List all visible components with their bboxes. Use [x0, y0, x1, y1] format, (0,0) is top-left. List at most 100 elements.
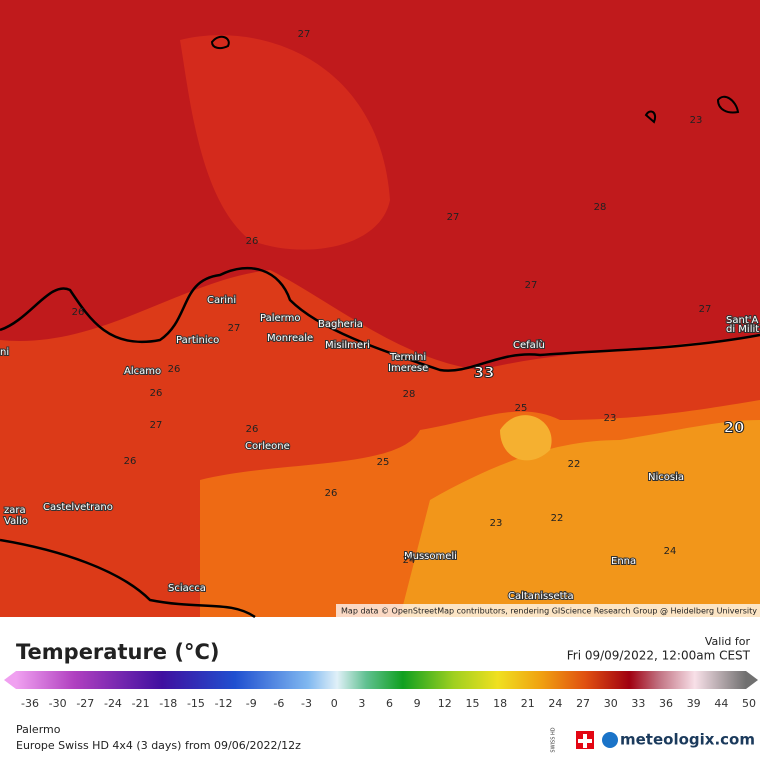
city: Monreale — [267, 333, 313, 344]
isoline-label: 26 — [72, 307, 85, 318]
city: ni — [0, 347, 9, 358]
city: zara — [4, 505, 26, 516]
colorbar-arrow — [746, 671, 758, 689]
location: Palermo — [16, 723, 61, 736]
city: Vallo — [4, 516, 28, 527]
colorbar-ticks: -36 -30 -27 -24 -21 -18 -15 -12 -9 -6 -3 0 3 6 9 12 15 18… — [21, 697, 756, 710]
city: Misilmeri — [325, 340, 370, 351]
isoline-label: 26 — [325, 488, 338, 499]
isoline-label: 27 — [525, 280, 538, 291]
colorbar-tick-label: 24 — [548, 697, 562, 710]
city-labels: Carini Palermo Bagheria Partinico Monrea… — [0, 294, 760, 603]
colorbar-tick-label: 15 — [465, 697, 479, 710]
isoline-label: 22 — [568, 459, 581, 470]
city: Sciacca — [168, 583, 206, 594]
city: Corleone — [245, 441, 290, 452]
city: Carini — [207, 295, 236, 306]
valid-label: Valid for — [705, 635, 751, 648]
city: di Milit — [726, 324, 759, 335]
city: Imerese — [388, 363, 428, 374]
colorbar-arrow — [4, 671, 16, 689]
city: Nicosia — [648, 472, 684, 483]
coastline — [0, 266, 760, 372]
city: Cefalù — [513, 339, 545, 351]
hot-land — [400, 420, 760, 617]
isoline-label: 27 — [298, 29, 311, 40]
colorbar-tick-label: 3 — [358, 697, 365, 710]
map: Carini Palermo Bagheria Partinico Monrea… — [0, 0, 760, 619]
colorbar-tick-label: -9 — [246, 697, 257, 710]
colorbar-tick-label: -24 — [104, 697, 122, 710]
brand: meteologix.com — [620, 731, 755, 749]
isoline-label: 26 — [150, 388, 163, 399]
colorbar-tick-label: 36 — [659, 697, 673, 710]
isoline-label: 28 — [403, 389, 416, 400]
model-info: Europe Swiss HD 4x4 (3 days) from 09/06/… — [16, 739, 301, 752]
colorbar-tick-label: 50 — [742, 697, 756, 710]
city: Partinico — [176, 335, 219, 346]
isoline-label: 20 — [724, 419, 745, 437]
isoline-label: 22 — [551, 513, 564, 524]
isoline-label: 26 — [124, 456, 137, 467]
colorbar-tick-label: 27 — [576, 697, 590, 710]
isoline-label: 28 — [594, 202, 607, 213]
colorbar — [16, 671, 746, 689]
attribution: Map data © OpenStreetMap contributors, r… — [341, 607, 757, 616]
colorbar-tick-label: -18 — [159, 697, 177, 710]
hot-spot — [500, 415, 552, 461]
city: Bagheria — [318, 319, 363, 330]
isoline-label: 27 — [150, 420, 163, 431]
isoline-label: 26 — [246, 424, 259, 435]
isoline-label: 23 — [690, 115, 703, 126]
badge: SWISS HD — [551, 727, 557, 752]
legend-title: Temperature (°C) — [16, 640, 219, 664]
isoline-labels: 27 26 27 28 27 27 23 26 27 26 26 27 26 2… — [72, 29, 745, 566]
colorbar-tick-label: 39 — [687, 697, 701, 710]
city: Sant'A — [726, 315, 758, 326]
isoline-label: 26 — [168, 364, 181, 375]
isoline-label: 27 — [447, 212, 460, 223]
city: Palermo — [260, 313, 300, 324]
warm-patch — [180, 35, 390, 250]
isoline-label: 25 — [515, 403, 528, 414]
colorbar-tick-label: 6 — [386, 697, 393, 710]
colorbar-tick-label: -21 — [132, 697, 150, 710]
colorbar-tick-label: -15 — [187, 697, 205, 710]
isoline-label: 27 — [699, 304, 712, 315]
isoline-label: 26 — [246, 236, 259, 247]
isoline-label: 24 — [664, 546, 677, 557]
colorbar-tick-label: -3 — [301, 697, 312, 710]
brand-logo — [602, 732, 618, 748]
colorbar-tick-label: 30 — [604, 697, 618, 710]
isotherm-33 — [210, 35, 740, 124]
city: Mussomeli — [404, 551, 457, 562]
colorbar-tick-label: 33 — [631, 697, 645, 710]
isoline-label: 23 — [604, 413, 617, 424]
colorbar-tick-label: 0 — [331, 697, 338, 710]
city: Castelvetrano — [43, 502, 113, 513]
colorbar-tick-label: -12 — [215, 697, 233, 710]
isoline-label: 23 — [490, 518, 503, 529]
isoline-label: 27 — [228, 323, 241, 334]
city: Caltanissetta — [508, 591, 574, 602]
colorbar-tick-label: -27 — [76, 697, 94, 710]
colorbar-tick-label: 21 — [521, 697, 535, 710]
colorbar-tick-label: 18 — [493, 697, 507, 710]
isoline-label: 24 — [403, 555, 416, 566]
attribution-bg — [336, 604, 760, 617]
colorbar-tick-label: -36 — [21, 697, 39, 710]
swiss-cross — [578, 734, 592, 748]
colorbar-tick-label: -30 — [49, 697, 67, 710]
city: Alcamo — [124, 366, 161, 377]
colorbar-tick-label: 44 — [714, 697, 728, 710]
city: Termini — [389, 352, 426, 363]
legend: Temperature (°C) Valid for Fri 09/09/202… — [4, 635, 758, 710]
valid-time: Fri 09/09/2022, 12:00am CEST — [567, 649, 751, 663]
colorbar-tick-label: 9 — [414, 697, 421, 710]
colorbar-tick-label: 12 — [438, 697, 452, 710]
colorbar-tick-label: -6 — [273, 697, 284, 710]
coastline-south — [0, 538, 256, 619]
isoline-label: 33 — [474, 364, 495, 382]
isoline-label: 25 — [377, 457, 390, 468]
